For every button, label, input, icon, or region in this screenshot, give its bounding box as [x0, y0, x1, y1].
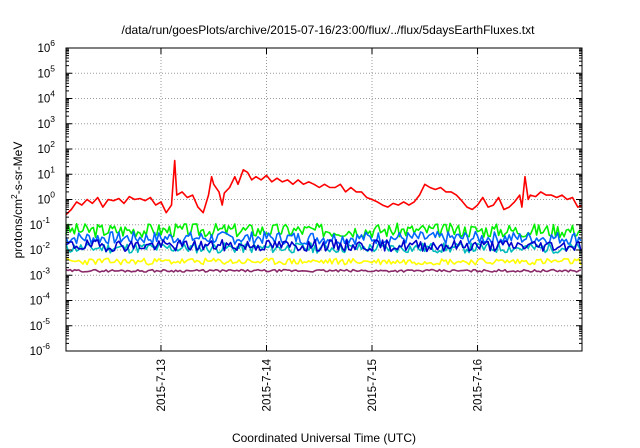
y-tick-label: 10-5 — [30, 316, 51, 333]
y-tick-label: 104 — [37, 89, 55, 106]
x-tick-label: 2015-7-13 — [156, 359, 168, 411]
y-tick-label: 106 — [37, 38, 55, 55]
x-tick-label: 2015-7-15 — [367, 359, 379, 411]
y-tick-label: 102 — [37, 139, 55, 156]
y-tick-label: 10-1 — [30, 215, 51, 232]
x-axis-label: Coordinated Universal Time (UTC) — [232, 431, 416, 445]
series-layer — [65, 159, 583, 273]
series-line-2 — [65, 230, 582, 246]
chart-title: /data/run/goesPlots/archive/2015-07-16/2… — [122, 23, 536, 37]
y-tick-label: 103 — [37, 114, 55, 131]
series-line-6 — [65, 268, 582, 273]
y-axis-label: protons/cm2-s-sr-MeV — [9, 142, 25, 259]
y-tick-label: 105 — [37, 63, 55, 80]
y-tick-label: 10-6 — [30, 341, 51, 358]
series-line-0 — [65, 159, 583, 216]
y-tick-label: 101 — [37, 164, 55, 181]
axis-layer: 10-6 10-5 10-4 10-3 10-2 10-1 100 101 102 103 104 1… — [30, 38, 582, 411]
y-tick-label: 10-2 — [30, 240, 51, 257]
y-tick-label: 10-4 — [30, 291, 51, 308]
x-tick-label: 2015-7-14 — [261, 358, 273, 411]
series-line-1 — [65, 222, 582, 239]
y-tick-label: 10-3 — [30, 265, 51, 282]
series-line-5 — [65, 257, 582, 266]
series-line-4 — [65, 239, 582, 253]
x-tick-label: 2015-7-16 — [473, 359, 485, 411]
y-tick-label: 100 — [37, 190, 55, 207]
